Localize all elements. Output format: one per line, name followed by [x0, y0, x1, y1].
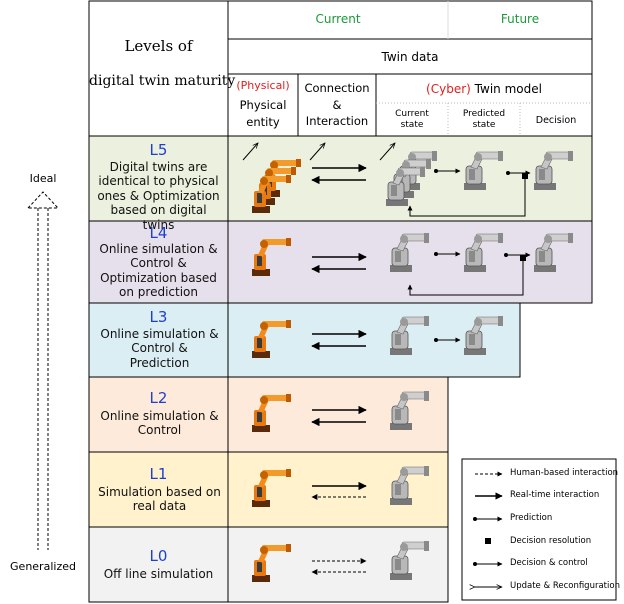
- physical-tag: (Physical): [236, 79, 290, 92]
- level-id-l0: L0: [149, 547, 168, 565]
- level-desc-l4: Online simulation & Control & Optimizati…: [99, 242, 218, 300]
- level-row-l1: [88, 451, 449, 528]
- axis-generalized-label: Generalized: [10, 560, 76, 573]
- level-id-l4: L4: [149, 224, 168, 242]
- level-id-l3: L3: [149, 308, 168, 326]
- legend-decision-control: Decision & control: [510, 558, 588, 568]
- level-desc-l1: Simulation based on real data: [98, 485, 221, 514]
- connection-arrows: [311, 163, 367, 575]
- title-line-1: Levels of: [124, 37, 193, 55]
- level-row-l0: [88, 526, 449, 603]
- connection-label: Connection & Interaction: [304, 81, 370, 129]
- twin-data-label: Twin data: [381, 50, 439, 64]
- level-desc-l0: Off line simulation: [103, 567, 214, 581]
- physical-entity-label: Physical entity: [239, 98, 287, 130]
- level-row-l5: [88, 135, 593, 222]
- level-id-l5: L5: [149, 141, 168, 159]
- level-desc-l2: Online simulation & Control: [100, 409, 219, 438]
- maturity-axis-arrows: [26, 191, 60, 550]
- legend-decision-resolution: Decision resolution: [510, 536, 592, 546]
- decision-label: Decision: [535, 115, 577, 126]
- level-desc-l5: Digital twins are identical to physical …: [97, 160, 220, 232]
- current-label: Current: [315, 12, 361, 26]
- decision-resolution-marks: [520, 173, 528, 261]
- level-id-l1: L1: [149, 465, 168, 483]
- axis-ideal-label: Ideal: [29, 172, 57, 185]
- title-line-2: digital twin maturity: [89, 73, 236, 89]
- level-desc-l3: Online simulation & Control & Prediction: [100, 327, 219, 370]
- current-state-label: Current state: [395, 109, 429, 130]
- decision-control-arrows: [407, 170, 531, 296]
- level-id-l2: L2: [149, 389, 168, 407]
- legend-update-reconfiguration: Update & Reconfiguration: [510, 581, 620, 591]
- prediction-arrows: [434, 168, 461, 343]
- predicted-state-label: Predicted state: [462, 109, 506, 130]
- level-row-l3: [88, 302, 521, 378]
- update-reconfiguration-arrows: [242, 143, 395, 161]
- legend-human-interaction: Human-based interaction: [510, 468, 619, 478]
- legend-prediction: Prediction: [510, 513, 553, 523]
- future-label: Future: [500, 12, 540, 26]
- cyber-tag: (Cyber): [426, 82, 471, 96]
- level-row-l4: [88, 220, 593, 304]
- legend-realtime-interaction: Real-time interaction: [510, 490, 600, 500]
- twin-model-label: Twin model: [474, 82, 542, 96]
- twin-model-header: (Cyber) Twin model: [376, 82, 592, 96]
- level-row-l2: [88, 376, 449, 453]
- legend-box: [461, 458, 617, 601]
